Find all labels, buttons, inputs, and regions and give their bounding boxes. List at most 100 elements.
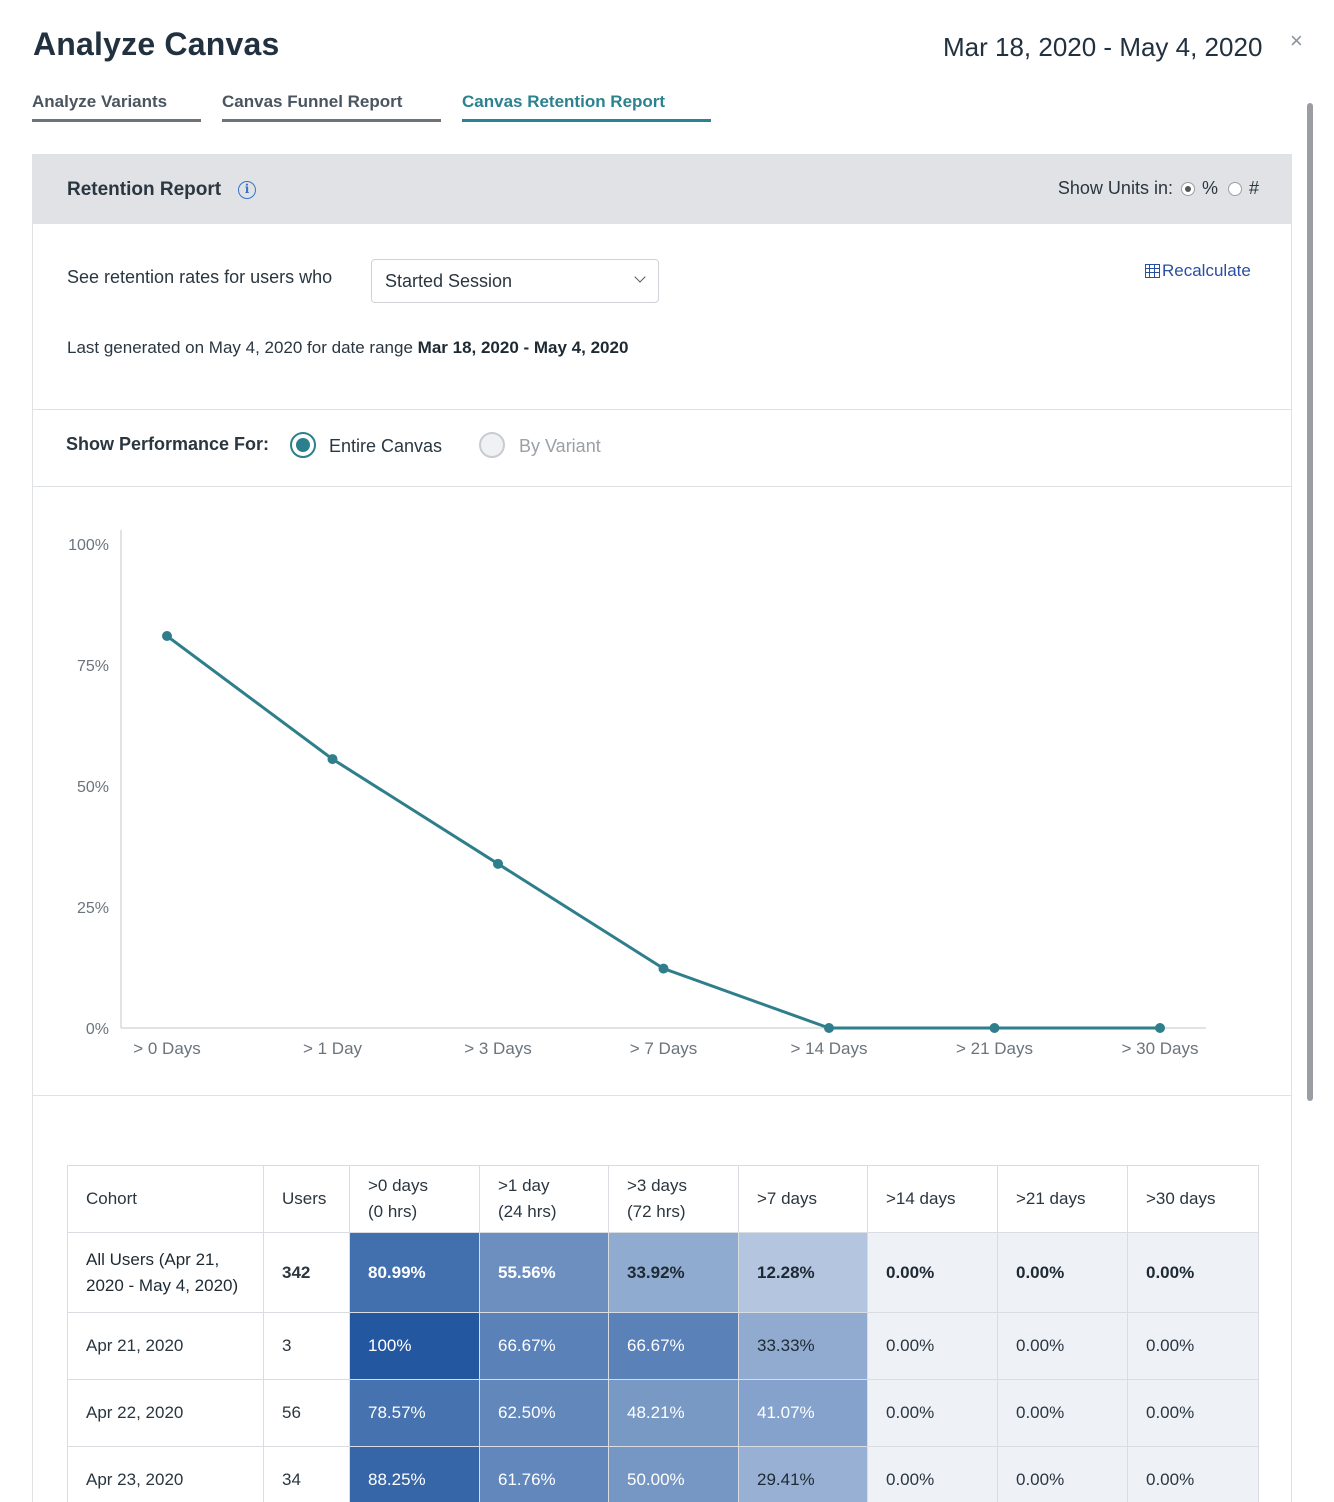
performance-label: Show Performance For: (66, 434, 270, 454)
retention-cell: 78.57% (349, 1379, 480, 1447)
retention-cell: 33.92% (608, 1232, 739, 1313)
table-row: Apr 22, 2020 56 78.57% 62.50% 48.21% 41.07% 0.… (67, 1379, 1259, 1447)
info-icon[interactable]: i (238, 181, 256, 199)
by-variant-radio[interactable] (479, 432, 505, 458)
last-generated-range: Mar 18, 2020 - May 4, 2020 (417, 338, 629, 357)
table-row: Apr 21, 2020 3 100% 66.67% 66.67% 33.33% 0.00%… (67, 1312, 1259, 1380)
cohort-cell: Apr 21, 2020 (67, 1312, 264, 1380)
column-header-label: >30 days (1146, 1189, 1216, 1208)
entire-canvas-label: Entire Canvas (329, 436, 443, 456)
column-header-sublabel: (24 hrs) (498, 1202, 557, 1221)
retention-cell: 80.99% (349, 1232, 480, 1313)
retention-cell: 100% (349, 1312, 480, 1380)
column-header-label: >3 days (627, 1176, 688, 1195)
tab-canvas-retention-report[interactable]: Canvas Retention Report (462, 92, 711, 122)
retention-cell: 0.00% (867, 1446, 998, 1502)
retention-cell: 50.00% (608, 1446, 739, 1502)
chevron-down-icon (634, 271, 646, 283)
x-tick-label: > 3 Days (464, 1039, 532, 1058)
x-tick-label: > 1 Day (303, 1039, 363, 1058)
y-tick-label: 50% (77, 779, 109, 796)
retention-table: Cohort Users >0 days (0 hrs) >1 day (24 hrs) >… (67, 1165, 1259, 1502)
retention-cell: 66.67% (608, 1312, 739, 1380)
retention-cell: 0.00% (997, 1312, 1128, 1380)
column-header-sublabel: (72 hrs) (627, 1202, 686, 1221)
data-point (1155, 1023, 1165, 1033)
column-header: Users (263, 1165, 350, 1233)
retention-cell: 0.00% (997, 1446, 1128, 1502)
retention-line-chart: 0% 25% 50% 75% 100% > 0 Days > 1 Day > 3 Days > … (68, 530, 1206, 1058)
x-tick-label: > 0 Days (133, 1039, 201, 1058)
column-header-label: >0 days (368, 1176, 429, 1195)
data-point (162, 631, 172, 642)
data-point (824, 1023, 834, 1033)
tab-canvas-funnel-report[interactable]: Canvas Funnel Report (222, 92, 441, 122)
units-percent-label: % (1201, 178, 1218, 198)
retention-cell: 33.33% (738, 1312, 868, 1380)
retention-cell: 66.67% (479, 1312, 609, 1380)
column-header-label: >1 day (498, 1176, 550, 1195)
retention-cell: 88.25% (349, 1446, 480, 1502)
page-title: Analyze Canvas (33, 26, 280, 62)
last-generated-prefix: Last generated on May 4, 2020 for date r… (67, 338, 413, 357)
retention-table-wrap: Cohort Users >0 days (0 hrs) >1 day (24 hrs) >… (67, 1165, 1259, 1502)
close-icon[interactable]: × (1290, 28, 1303, 53)
panel-title: Retention Report (67, 179, 222, 200)
column-header: Cohort (67, 1165, 264, 1233)
y-tick-label: 25% (77, 900, 109, 917)
divider (33, 486, 1291, 487)
users-cell: 3 (263, 1312, 350, 1380)
retention-cell: 0.00% (1127, 1379, 1259, 1447)
units-label: Show Units in: (1057, 178, 1173, 198)
scrollbar[interactable] (1307, 103, 1313, 1101)
column-header: >0 days (0 hrs) (349, 1165, 480, 1233)
divider (33, 409, 1291, 410)
column-header: >1 day (24 hrs) (479, 1165, 609, 1233)
retention-cell: 61.76% (479, 1446, 609, 1502)
retention-cell: 0.00% (1127, 1312, 1259, 1380)
table-row-all-users: All Users (Apr 21, 2020 - May 4, 2020) 34… (67, 1232, 1259, 1313)
retention-cell: 0.00% (867, 1312, 998, 1380)
calculator-icon (1145, 264, 1160, 278)
x-tick-label: > 14 Days (790, 1039, 867, 1058)
table-header-row: Cohort Users >0 days (0 hrs) >1 day (24 hrs) >… (67, 1165, 1259, 1233)
retention-cell: 12.28% (738, 1232, 868, 1313)
y-tick-label: 75% (77, 658, 109, 675)
column-header-label: >7 days (757, 1189, 818, 1208)
data-point (658, 963, 669, 974)
column-header-label: Users (282, 1189, 327, 1208)
column-header: >3 days (72 hrs) (608, 1165, 739, 1233)
retention-cell: 55.56% (479, 1232, 609, 1313)
cohort-cell: Apr 23, 2020 (67, 1446, 264, 1502)
retention-cell: 0.00% (997, 1232, 1128, 1313)
column-header-label: Cohort (86, 1189, 138, 1208)
retention-event-select[interactable]: Started Session (371, 259, 659, 303)
table-row: Apr 23, 2020 34 88.25% 61.76% 50.00% 29.41% 0.… (67, 1446, 1259, 1502)
column-header-label: >14 days (886, 1189, 956, 1208)
units-count-radio[interactable] (1227, 181, 1242, 196)
column-header: >7 days (738, 1165, 868, 1233)
last-generated-text: Last generated on May 4, 2020 for date r… (67, 338, 628, 358)
column-header: >30 days (1127, 1165, 1259, 1233)
retention-report-panel: Retention Report i Show Units in: % # Se… (32, 154, 1292, 1502)
y-tick-label: 0% (86, 1021, 109, 1038)
units-percent-radio[interactable] (1180, 181, 1195, 196)
entire-canvas-radio[interactable] (290, 432, 316, 458)
recalculate-label: Recalculate (1162, 261, 1251, 280)
column-header-label: >21 days (1016, 1189, 1086, 1208)
cohort-cell: Apr 22, 2020 (67, 1379, 264, 1447)
retention-cell: 0.00% (867, 1379, 998, 1447)
y-tick-label: 100% (68, 537, 109, 554)
data-point (493, 858, 503, 869)
users-cell: 34 (263, 1446, 350, 1502)
x-tick-label: > 21 Days (956, 1039, 1033, 1058)
recalculate-link[interactable]: Recalculate (1145, 261, 1251, 281)
cohort-cell: All Users (Apr 21, 2020 - May 4, 2020) (67, 1232, 264, 1313)
retention-cell: 29.41% (738, 1446, 868, 1502)
select-value: Started Session (385, 271, 513, 291)
column-header: >21 days (997, 1165, 1128, 1233)
x-tick-label: > 7 Days (630, 1039, 698, 1058)
tab-analyze-variants[interactable]: Analyze Variants (32, 92, 201, 122)
panel-header: Retention Report i Show Units in: % # (33, 155, 1291, 224)
by-variant-label: By Variant (519, 436, 601, 456)
